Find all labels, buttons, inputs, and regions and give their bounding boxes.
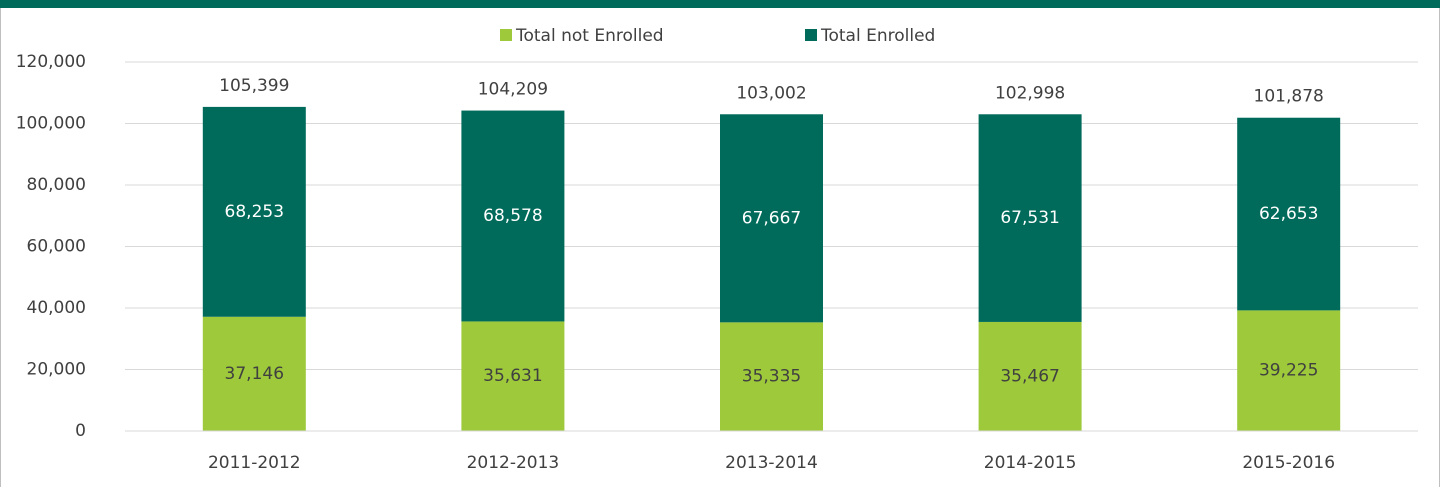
- value-label: 35,467: [1000, 366, 1059, 386]
- y-tick-label: 80,000: [27, 175, 86, 195]
- bar-segment: [1237, 310, 1341, 431]
- legend-swatch: [805, 29, 817, 41]
- value-label: 37,146: [225, 364, 284, 384]
- total-label: 104,209: [478, 80, 548, 100]
- value-label: 35,335: [742, 367, 801, 387]
- x-tick-label: 2013-2014: [725, 453, 818, 473]
- y-tick-label: 0: [75, 421, 86, 441]
- total-label: 101,878: [1254, 87, 1324, 107]
- legend-swatch: [500, 29, 512, 41]
- y-tick-label: 20,000: [27, 360, 86, 380]
- value-label: 68,253: [225, 202, 284, 222]
- total-label: 103,002: [736, 83, 806, 103]
- x-tick-label: 2012-2013: [467, 453, 560, 473]
- bar-segment: [1237, 117, 1341, 311]
- legend-label: Total Enrolled: [820, 26, 935, 46]
- y-tick-label: 40,000: [27, 298, 86, 318]
- bar-segment: [202, 316, 306, 431]
- value-label: 67,531: [1000, 208, 1059, 228]
- value-label: 35,631: [483, 366, 542, 386]
- value-label: 62,653: [1259, 204, 1318, 224]
- bar-segment: [202, 106, 306, 317]
- x-tick-label: 2014-2015: [984, 453, 1077, 473]
- bar-segment: [461, 110, 565, 322]
- total-label: 102,998: [995, 83, 1065, 103]
- bar-segment: [720, 114, 823, 323]
- x-tick-label: 2011-2012: [208, 453, 301, 473]
- value-label: 68,578: [483, 206, 542, 226]
- legend-label: Total not Enrolled: [515, 26, 664, 46]
- x-tick-label: 2015-2016: [1242, 453, 1335, 473]
- value-label: 39,225: [1259, 361, 1318, 381]
- y-tick-label: 100,000: [16, 114, 86, 134]
- value-label: 67,667: [742, 208, 801, 228]
- bar-segment: [978, 321, 1082, 431]
- total-label: 105,399: [219, 76, 289, 96]
- bar-segment: [978, 114, 1082, 322]
- header-band: [0, 0, 1440, 8]
- bar-segment: [461, 321, 565, 431]
- y-tick-label: 60,000: [27, 237, 86, 257]
- bar-segment: [720, 322, 823, 431]
- y-tick-label: 120,000: [16, 52, 86, 72]
